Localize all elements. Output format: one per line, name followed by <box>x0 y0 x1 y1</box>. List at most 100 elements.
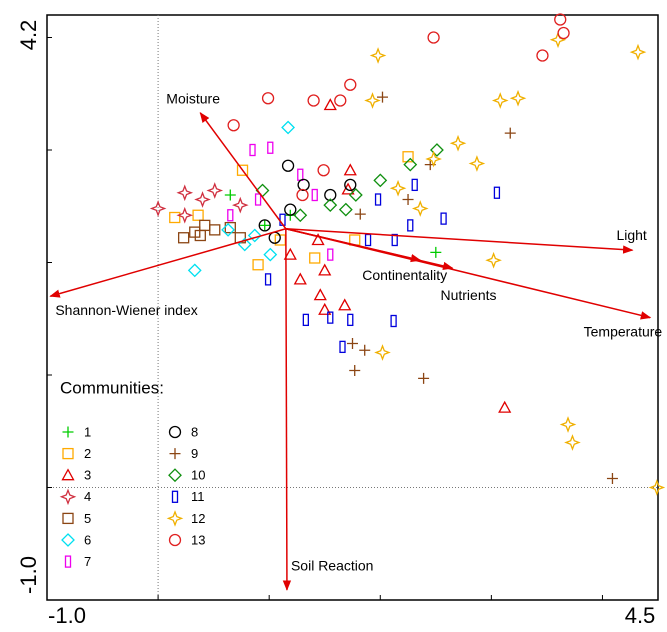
vector-arrow <box>285 228 634 254</box>
point <box>468 155 486 172</box>
point <box>338 202 353 217</box>
legend-label: 9 <box>191 446 198 461</box>
point <box>491 92 509 109</box>
point <box>327 311 334 324</box>
legend-label: 3 <box>84 468 91 483</box>
point <box>221 222 235 237</box>
point <box>376 91 388 103</box>
vector-label: Shannon-Wiener index <box>55 302 197 318</box>
point <box>317 164 330 177</box>
point <box>485 251 502 269</box>
point <box>206 182 224 199</box>
point <box>390 314 397 328</box>
point <box>313 288 327 301</box>
vector-arrow <box>282 228 292 591</box>
legend-label: 13 <box>191 532 205 547</box>
point <box>149 200 167 217</box>
point <box>498 400 512 413</box>
point <box>430 143 444 157</box>
legend-marker <box>62 426 74 438</box>
point <box>209 224 221 236</box>
point <box>391 233 398 247</box>
point <box>648 479 666 496</box>
legend-marker <box>169 448 181 460</box>
point <box>297 178 310 192</box>
x-tick-label: -1.0 <box>48 603 86 628</box>
legend-label: 7 <box>84 554 91 569</box>
legend-marker <box>64 555 72 568</box>
point <box>402 194 414 205</box>
legend-marker <box>61 468 75 481</box>
point <box>389 179 407 197</box>
point <box>373 173 388 188</box>
point <box>231 196 249 214</box>
legend-marker <box>61 533 75 547</box>
point <box>430 246 442 258</box>
point <box>504 127 516 139</box>
point <box>309 252 321 264</box>
point <box>297 168 304 181</box>
point <box>224 189 236 201</box>
point <box>249 143 256 157</box>
point <box>189 226 201 238</box>
vector-arrow <box>285 228 454 271</box>
legend-label: 6 <box>84 532 91 547</box>
vector-label: Soil Reaction <box>291 558 374 574</box>
point <box>281 159 295 172</box>
vector-label: Temperature <box>584 323 663 339</box>
legend-marker <box>59 488 77 506</box>
point <box>259 219 271 231</box>
point <box>247 228 262 243</box>
vector-label: Light <box>616 227 646 243</box>
legend-label: 8 <box>191 424 198 439</box>
point <box>564 434 581 451</box>
point <box>536 49 549 62</box>
point <box>374 344 391 361</box>
point <box>227 119 240 132</box>
point <box>354 208 366 220</box>
point <box>509 89 527 107</box>
plot-frame <box>46 14 659 601</box>
y-tick-label: 4.2 <box>16 20 41 51</box>
point <box>263 247 278 262</box>
legend-marker <box>168 468 182 483</box>
point <box>339 340 346 354</box>
point <box>318 302 332 315</box>
point <box>343 163 357 176</box>
point <box>411 200 429 217</box>
legend-marker <box>171 490 179 503</box>
point <box>281 120 295 135</box>
point <box>425 150 442 168</box>
legend-title: Communities: <box>60 378 164 397</box>
point <box>296 188 309 202</box>
point <box>347 338 358 349</box>
point <box>318 263 332 276</box>
legend-marker <box>166 510 184 527</box>
point <box>194 191 211 208</box>
point <box>283 247 297 260</box>
vector-label: Nutrients <box>440 287 496 303</box>
legend-label: 4 <box>84 489 91 504</box>
point <box>341 182 355 195</box>
point <box>324 188 337 202</box>
legend-marker <box>62 447 74 460</box>
point <box>224 221 236 234</box>
legend-label: 11 <box>191 489 205 504</box>
point <box>449 134 467 152</box>
point <box>176 206 194 224</box>
point <box>176 184 194 202</box>
vector-label: Continentality <box>362 267 447 283</box>
vector-arrow <box>49 228 287 298</box>
vector-label: Moisture <box>166 91 220 107</box>
point <box>177 232 190 244</box>
point <box>169 211 181 224</box>
vector-arrow <box>199 112 287 230</box>
point <box>440 212 447 225</box>
point <box>334 94 347 107</box>
point <box>369 47 387 64</box>
point <box>327 248 334 261</box>
point <box>227 209 234 222</box>
point <box>349 365 361 376</box>
